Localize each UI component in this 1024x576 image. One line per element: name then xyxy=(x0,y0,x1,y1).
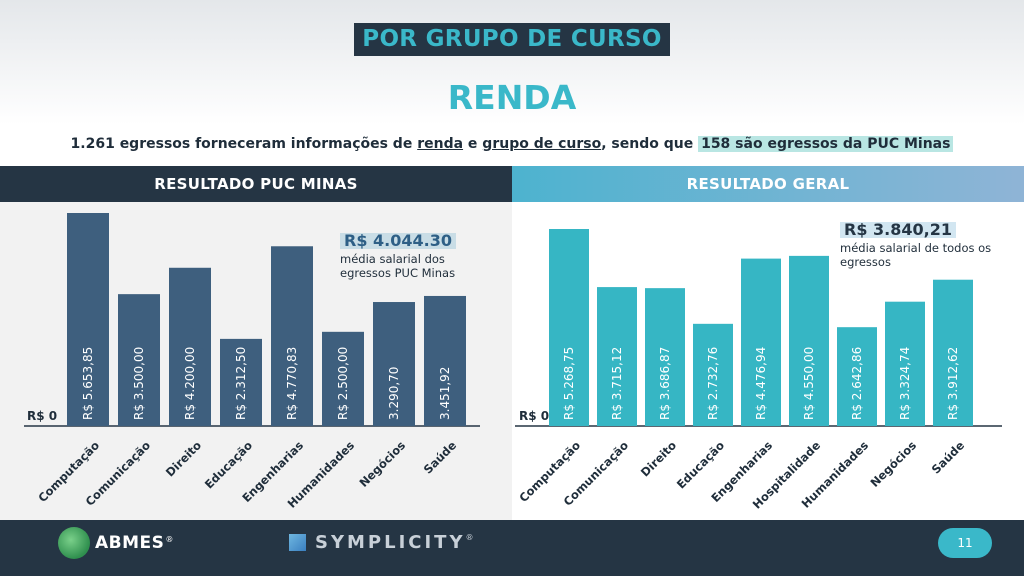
callout-puc-minas-text: média salarial dos egressos PUC Minas xyxy=(340,252,456,280)
footer xyxy=(0,520,1024,576)
category-label-puc-6: Negócios xyxy=(356,438,408,490)
bar-value-label-geral-4: R$ 4.476,94 xyxy=(754,347,768,420)
bar-geral-8 xyxy=(933,279,973,426)
abmes-logo: ABMES ® xyxy=(58,527,173,559)
page-title: RENDA xyxy=(447,78,577,117)
bar-geral-6 xyxy=(837,327,877,426)
bar-value-label-geral-8: R$ 3.912,62 xyxy=(946,347,960,420)
abmes-registered-mark: ® xyxy=(165,534,174,544)
bar-value-label-geral-2: R$ 3.686,87 xyxy=(658,347,672,420)
bar-value-label-puc-5: R$ 2.500,00 xyxy=(336,347,350,420)
symplicity-logo: SYMPLICITY ® xyxy=(289,532,474,553)
abmes-logo-text: ABMES xyxy=(95,533,165,553)
bar-puc-7 xyxy=(424,295,466,426)
bar-value-label-geral-7: R$ 3.324,74 xyxy=(898,347,912,420)
callout-geral-text: média salarial de todos os egressos xyxy=(840,241,992,269)
bar-puc-6 xyxy=(373,302,415,426)
bar-value-label-geral-0: R$ 5.268,75 xyxy=(562,347,576,420)
subtitle-renda: renda xyxy=(417,136,464,152)
bar-geral-1 xyxy=(597,287,637,426)
bar-value-label-geral-5: R$ 4.550,00 xyxy=(802,347,816,420)
symplicity-square-icon xyxy=(289,534,306,551)
bar-value-label-puc-3: R$ 2.312,50 xyxy=(234,347,248,420)
subtitle-highlight: 158 são egressos da PUC Minas xyxy=(698,136,954,152)
category-label-geral-8: Saúde xyxy=(929,438,968,477)
bar-geral-5 xyxy=(789,255,829,426)
bar-value-label-geral-3: R$ 2.732,76 xyxy=(706,347,720,420)
bar-value-label-puc-1: R$ 3.500,00 xyxy=(132,347,146,420)
category-label-puc-7: Saúde xyxy=(421,438,460,477)
bar-value-label-puc-4: R$ 4.770,83 xyxy=(285,347,299,420)
page-subtitle: 1.261 egressos forneceram informações de… xyxy=(0,136,1024,152)
bar-puc-4 xyxy=(271,246,313,426)
callout-geral-value: R$ 3.840,21 xyxy=(840,222,956,238)
category-label-puc-2: Direito xyxy=(163,438,204,479)
bar-geral-0 xyxy=(549,229,589,426)
bar-value-label-puc-0: R$ 5.653,85 xyxy=(81,347,95,420)
bar-puc-2 xyxy=(169,267,211,426)
bar-value-label-puc-6: 3.290,70 xyxy=(387,367,401,420)
section-kicker: POR GRUPO DE CURSO xyxy=(0,23,1024,56)
subtitle-text-2: e xyxy=(463,136,483,152)
y-zero-label-geral: R$ 0 xyxy=(519,409,549,423)
category-label-puc-3: Educação xyxy=(202,438,255,491)
category-label-geral-7: Negócios xyxy=(867,438,919,490)
bar-puc-1 xyxy=(118,294,160,426)
bar-geral-4 xyxy=(741,258,781,426)
bar-value-label-geral-1: R$ 3.715,12 xyxy=(610,347,624,420)
subtitle-text-3: , sendo que xyxy=(601,136,699,152)
page-number-badge: 11 xyxy=(938,528,992,558)
callout-puc-minas-value: R$ 4.044.30 xyxy=(340,233,456,249)
symplicity-registered-mark: ® xyxy=(465,533,474,542)
bar-geral-3 xyxy=(693,323,733,426)
callout-puc-minas: R$ 4.044.30 média salarial dos egressos … xyxy=(340,233,490,280)
bar-value-label-puc-2: R$ 4.200,00 xyxy=(183,347,197,420)
category-label-geral-2: Direito xyxy=(638,438,679,479)
bar-geral-2 xyxy=(645,288,685,426)
callout-geral: R$ 3.840,21 média salarial de todos os e… xyxy=(840,222,1010,269)
bar-puc-0 xyxy=(67,213,109,426)
abmes-globe-icon xyxy=(58,527,90,559)
bar-puc-5 xyxy=(322,331,364,426)
y-zero-label-puc: R$ 0 xyxy=(27,409,57,423)
bar-value-label-geral-6: R$ 2.642,86 xyxy=(850,347,864,420)
panel-title-puc-minas: RESULTADO PUC MINAS xyxy=(0,166,512,202)
subtitle-grupo-curso: grupo de curso xyxy=(482,136,602,152)
bar-value-label-puc-7: 3.451,92 xyxy=(438,367,452,420)
bar-puc-3 xyxy=(220,338,262,426)
bar-geral-7 xyxy=(885,301,925,426)
kicker-label: POR GRUPO DE CURSO xyxy=(354,23,670,56)
symplicity-logo-text: SYMPLICITY xyxy=(315,532,466,553)
subtitle-text-1: 1.261 egressos forneceram informações de xyxy=(70,136,418,152)
panel-title-geral: RESULTADO GERAL xyxy=(512,166,1024,202)
